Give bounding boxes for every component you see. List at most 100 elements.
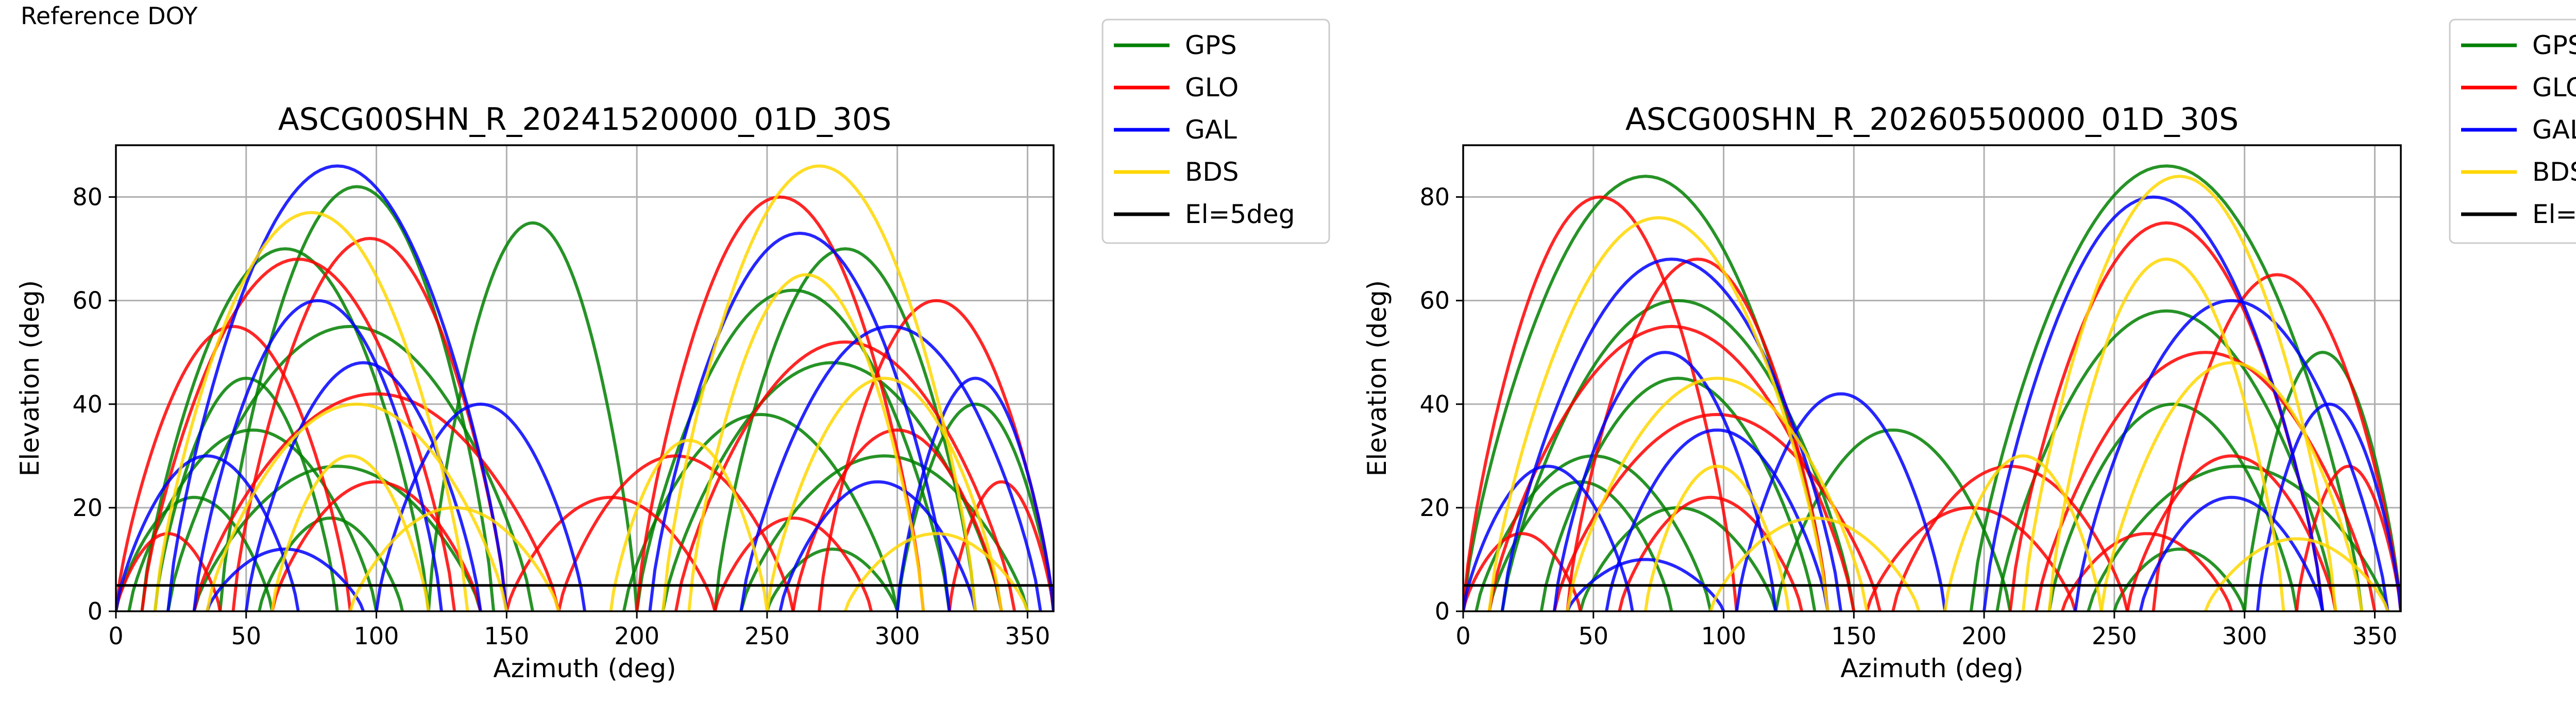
satellite-arc-bds xyxy=(1487,216,1829,611)
chart-1: 0 50 100 150 200 250 300 350 0 20 40 60 80 ASCG00SHN_… xyxy=(15,19,1330,683)
x-tick-label: 300 xyxy=(2222,622,2267,650)
legend-label-gps: GPS xyxy=(1185,30,1237,60)
legend-label-glo: GLO xyxy=(1185,73,1239,102)
satellite-arc-bds xyxy=(153,211,469,611)
satellite-arc-bds xyxy=(2204,537,2389,611)
legend-label-gps: GPS xyxy=(2532,30,2576,60)
satellite-arc-gal xyxy=(1605,428,1829,611)
x-tick-label: 300 xyxy=(875,622,920,650)
satellite-arc-bds xyxy=(765,376,1003,611)
legend-label-glo: GLO xyxy=(2532,73,2576,102)
satellite-arc-bds xyxy=(2099,361,2364,611)
satellite-arc-gal xyxy=(2139,495,2325,611)
legend-label-bds: BDS xyxy=(2532,157,2576,187)
satellite-arc-gal xyxy=(1552,351,1777,611)
legend-label-bds: BDS xyxy=(1185,157,1239,187)
satellite-arc-glo xyxy=(674,340,1016,611)
x-tick-label: 50 xyxy=(1579,622,1609,650)
satellite-arc-bds xyxy=(1643,465,1790,611)
satellite-arc-gal xyxy=(1566,558,1725,611)
x-tick-label: 350 xyxy=(2352,622,2398,650)
satellite-arc-bds xyxy=(661,164,977,611)
x-tick-label: 350 xyxy=(1005,622,1050,650)
y-tick-label: 40 xyxy=(72,390,103,418)
satellite-arc-gps xyxy=(116,495,274,611)
satellite-arc-bds xyxy=(843,532,1029,611)
legend-label-el5deg: El=5deg xyxy=(1185,199,1295,229)
x-tick-label: 250 xyxy=(744,622,790,650)
satellite-arc-glo xyxy=(557,454,795,611)
y-tick-label: 20 xyxy=(72,494,103,522)
plot-area xyxy=(1463,164,2401,611)
satellite-arc-glo xyxy=(140,257,456,611)
satellite-arc-gal xyxy=(1500,257,1843,611)
satellite-arc-bds xyxy=(205,402,509,611)
satellite-arc-gps xyxy=(713,247,977,611)
satellite-arc-glo xyxy=(1463,532,1582,611)
satellite-arc-bds xyxy=(1943,454,2103,611)
x-tick-label: 100 xyxy=(354,622,399,650)
satellite-arc-gal xyxy=(375,402,586,611)
x-tick-label: 50 xyxy=(231,622,262,650)
legend-box xyxy=(1101,19,1330,244)
series-gal xyxy=(1463,195,2401,611)
satellite-arc-gps xyxy=(895,402,1054,611)
satellite-arc-glo xyxy=(2035,351,2377,611)
y-tick-label: 80 xyxy=(1419,183,1450,211)
satellite-arc-gal xyxy=(895,376,1054,611)
chart-title: ASCG00SHN_R_20260550000_01D_30S xyxy=(1625,101,2239,137)
satellite-arc-glo xyxy=(1552,412,1882,611)
satellite-arc-gal xyxy=(205,547,365,611)
satellite-arc-gal xyxy=(1735,392,1947,611)
satellite-arc-gps xyxy=(2243,351,2401,611)
satellite-arc-gal xyxy=(1982,195,2325,611)
satellite-arc-bds xyxy=(609,439,769,611)
x-tick-label: 0 xyxy=(108,622,123,650)
satellite-arc-gps xyxy=(192,465,482,611)
satellite-arc-gps xyxy=(2047,402,2298,611)
y-tick-label: 60 xyxy=(72,287,103,315)
y-tick-label: 80 xyxy=(72,183,103,211)
satellite-arc-gps xyxy=(140,247,430,611)
chart-2: 0 50 100 150 200 250 300 350 0 20 40 60 80 ASCG00SHN_… xyxy=(1362,19,2576,683)
satellite-arc-glo xyxy=(116,324,352,611)
y-tick-label: 0 xyxy=(88,597,103,625)
y-tick-label: 60 xyxy=(1419,287,1450,315)
satellite-arc-bds xyxy=(687,273,925,611)
satellite-arc-gps xyxy=(153,376,339,611)
legend-label-gal: GAL xyxy=(2532,115,2576,145)
x-axis-label: Azimuth (deg) xyxy=(1840,654,2023,683)
satellite-arc-gps xyxy=(1969,164,2364,611)
satellite-arc-gps xyxy=(1539,376,1817,611)
satellite-arc-glo xyxy=(2295,465,2401,611)
satellite-arc-gal xyxy=(192,299,443,611)
satellite-arc-gps xyxy=(127,428,378,611)
legend: GPS GLO GAL BDS El=5deg xyxy=(1101,19,1330,244)
legend: GPS GLO GAL BDS El=5deg xyxy=(2449,19,2576,244)
satellite-arc-glo xyxy=(2151,273,2401,611)
x-tick-label: 100 xyxy=(1701,622,1747,650)
satellite-arc-glo xyxy=(270,480,482,611)
satellite-arc-gal xyxy=(116,454,300,611)
satellite-arc-gal xyxy=(166,164,509,611)
satellite-arc-glo xyxy=(713,516,873,611)
x-tick-label: 200 xyxy=(1961,622,2007,650)
satellite-arc-glo xyxy=(2126,454,2337,611)
satellite-arc-glo xyxy=(1865,506,2077,611)
satellite-arc-gps xyxy=(765,547,899,611)
satellite-arc-bds xyxy=(2047,257,2285,611)
satellite-arc-glo xyxy=(791,428,1003,611)
y-axis-label: Elevation (deg) xyxy=(1362,280,1392,476)
legend-label-gal: GAL xyxy=(1185,115,1237,145)
satellite-arc-bds xyxy=(2021,175,2337,611)
satellite-arc-gal xyxy=(2256,402,2401,611)
series-bds xyxy=(153,164,1029,611)
satellite-arc-glo xyxy=(635,195,925,611)
x-tick-label: 150 xyxy=(1831,622,1876,650)
series-glo xyxy=(116,195,1054,611)
reference-doy-label: Reference DOY xyxy=(21,2,198,30)
chart-title: ASCG00SHN_R_20241520000_01D_30S xyxy=(278,101,892,137)
series-bds xyxy=(1487,175,2389,611)
axes-frame xyxy=(1462,144,2402,612)
